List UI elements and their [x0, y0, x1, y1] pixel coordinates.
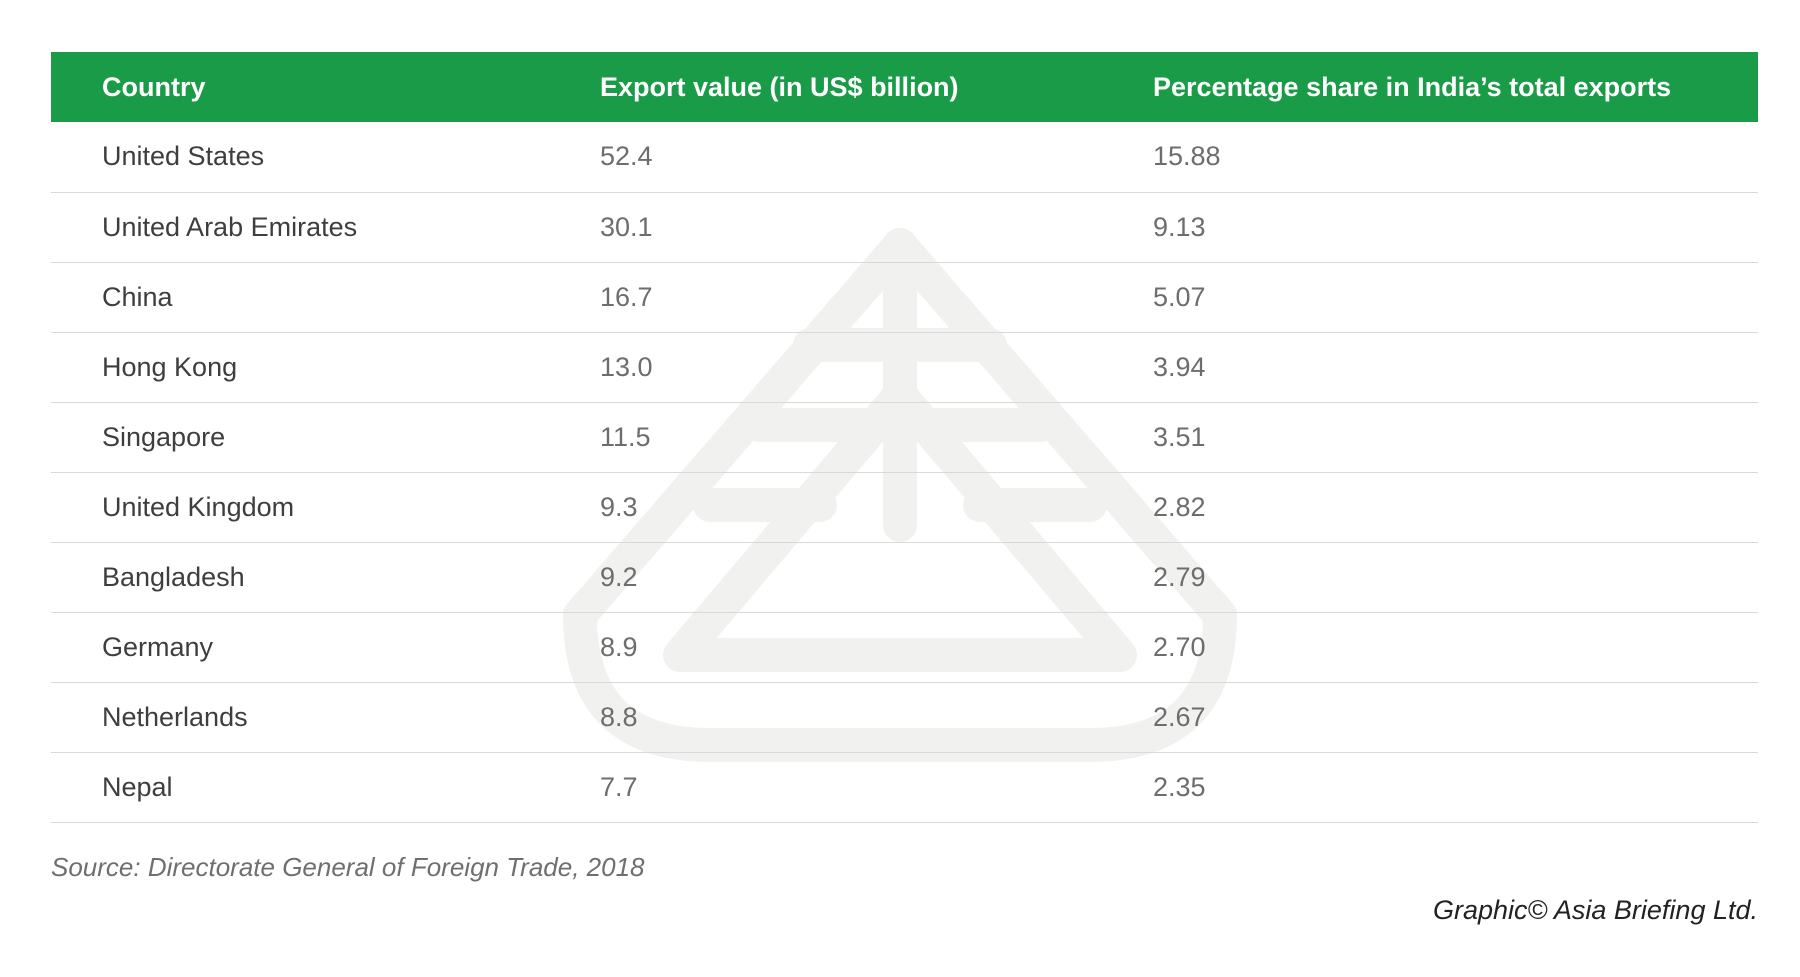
table-row: Hong Kong 13.0 3.94: [51, 332, 1758, 402]
column-header-country: Country: [102, 71, 206, 102]
cell-percentage-share: 9.13: [1153, 211, 1206, 242]
column-header-export-value: Export value (in US$ billion): [600, 71, 959, 102]
cell-export-value: 11.5: [600, 421, 651, 452]
cell-country: Nepal: [102, 771, 173, 802]
cell-percentage-share: 15.88: [1153, 141, 1221, 172]
table-body: United States 52.4 15.88 United Arab Emirat…: [51, 122, 1758, 822]
cell-export-value: 9.3: [600, 491, 638, 522]
cell-country: United States: [102, 141, 265, 172]
cell-percentage-share: 5.07: [1153, 281, 1206, 312]
table-row: Germany 8.9 2.70: [51, 612, 1758, 682]
cell-percentage-share: 2.79: [1153, 561, 1206, 592]
cell-country: Germany: [102, 631, 214, 662]
cell-export-value: 8.9: [600, 631, 638, 662]
cell-country: United Arab Emirates: [102, 211, 358, 242]
cell-export-value: 13.0: [600, 351, 653, 382]
table-row: Bangladesh 9.2 2.79: [51, 542, 1758, 612]
cell-percentage-share: 2.70: [1153, 631, 1206, 662]
table-header-row: Country Export value (in US$ billion) Pe…: [51, 52, 1758, 122]
cell-percentage-share: 3.51: [1153, 421, 1206, 452]
table-row: United Arab Emirates 30.1 9.13: [51, 192, 1758, 262]
cell-export-value: 30.1: [600, 211, 653, 242]
export-table-container: Country Export value (in US$ billion) Pe…: [51, 52, 1758, 823]
source-note: Source: Directorate General of Foreign T…: [51, 852, 645, 882]
table-row: United States 52.4 15.88: [51, 122, 1758, 192]
cell-percentage-share: 3.94: [1153, 351, 1206, 382]
cell-export-value: 52.4: [600, 141, 653, 172]
graphic-credit: Graphic© Asia Briefing Ltd.: [1432, 895, 1758, 925]
cell-percentage-share: 2.35: [1153, 771, 1206, 802]
table-row: Nepal 7.7 2.35: [51, 752, 1758, 822]
cell-country: China: [102, 281, 173, 312]
export-table: Country Export value (in US$ billion) Pe…: [51, 52, 1758, 823]
cell-country: Hong Kong: [102, 351, 238, 382]
cell-country: Bangladesh: [102, 561, 245, 592]
cell-country: United Kingdom: [102, 491, 295, 522]
cell-country: Singapore: [102, 421, 226, 452]
cell-country: Netherlands: [102, 701, 248, 732]
table-row: China 16.7 5.07: [51, 262, 1758, 332]
cell-percentage-share: 2.67: [1153, 701, 1206, 732]
cell-export-value: 7.7: [600, 771, 638, 802]
cell-export-value: 8.8: [600, 701, 638, 732]
table-row: Singapore 11.5 3.51: [51, 402, 1758, 472]
table-row: United Kingdom 9.3 2.82: [51, 472, 1758, 542]
column-header-percentage-share: Percentage share in India’s total export…: [1153, 71, 1672, 102]
cell-export-value: 16.7: [600, 281, 653, 312]
cell-percentage-share: 2.82: [1153, 491, 1206, 522]
table-row: Netherlands 8.8 2.67: [51, 682, 1758, 752]
cell-export-value: 9.2: [600, 561, 638, 592]
